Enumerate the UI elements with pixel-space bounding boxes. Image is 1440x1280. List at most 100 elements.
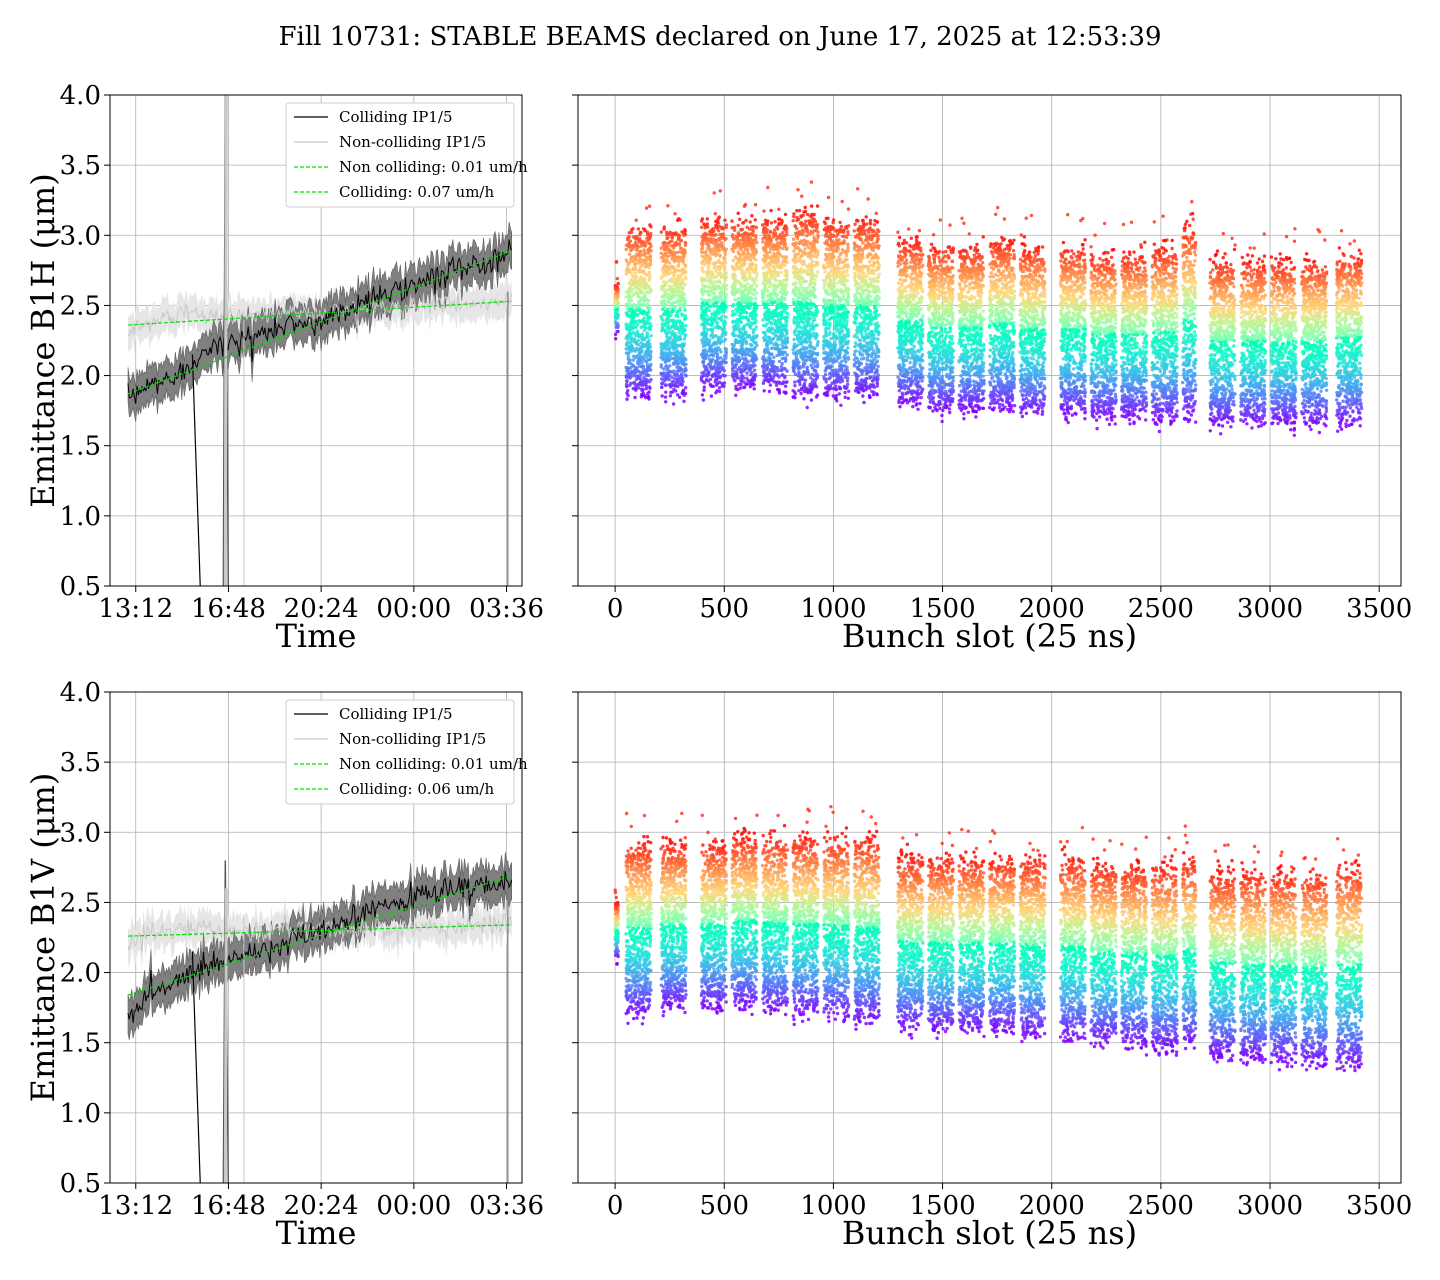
scatter-point (640, 279, 644, 283)
scatter-point (769, 378, 774, 382)
scatter-point (829, 240, 834, 244)
scatter-point (772, 228, 777, 232)
scatter-point (767, 326, 771, 330)
scatter-point (639, 281, 643, 286)
scatter-point (647, 397, 651, 401)
scatter-point (812, 248, 817, 252)
scatter-point (761, 240, 765, 244)
scatter-point (716, 326, 721, 330)
scatter-point (769, 341, 773, 345)
scatter-point (629, 381, 633, 385)
scatter-point (740, 238, 744, 242)
scatter-point (630, 309, 634, 313)
scatter-point (829, 311, 833, 315)
scatter-point (779, 364, 784, 369)
scatter-point (717, 370, 721, 375)
x-axis-label: Time (276, 617, 357, 655)
scatter-point (844, 323, 848, 328)
scatter-point (678, 246, 683, 250)
scatter-point (671, 332, 675, 336)
scatter-point (774, 347, 778, 351)
scatter-point (665, 354, 669, 358)
scatter-point (811, 244, 815, 248)
y-tick-label: 1.5 (60, 432, 101, 462)
scatter-point (745, 277, 749, 282)
scatter-point (627, 270, 631, 274)
scatter-point (812, 303, 817, 308)
scatter-point (683, 373, 688, 377)
scatter-point (834, 234, 838, 239)
scatter-point (792, 214, 796, 219)
scatter-point (673, 359, 677, 363)
x-tick-label: 00:00 (376, 594, 451, 624)
scatter-point (809, 363, 813, 367)
scatter-point (762, 369, 766, 374)
scatter-point (625, 305, 630, 310)
scatter-point (750, 343, 754, 348)
scatter-point (641, 344, 646, 349)
scatter-point (642, 309, 646, 314)
scatter-point (736, 211, 740, 215)
scatter-point (663, 383, 668, 387)
scatter-point (803, 226, 807, 230)
scatter-point (840, 304, 844, 308)
scatter-point (678, 239, 683, 243)
scatter-point (784, 292, 788, 296)
scatter-point (673, 277, 678, 281)
bunch-train (760, 185, 790, 395)
scatter-point (700, 266, 704, 270)
scatter-point (666, 372, 670, 376)
scatter-point (624, 290, 628, 294)
scatter-point (803, 372, 807, 376)
scatter-point (797, 324, 801, 329)
scatter-point (638, 334, 642, 339)
scatter-point (846, 230, 850, 234)
scatter-point (771, 284, 776, 288)
scatter-point (639, 370, 643, 375)
scatter-point (645, 264, 649, 268)
scatter-point (682, 370, 686, 374)
scatter-point (649, 334, 653, 338)
scatter-point (648, 276, 652, 280)
scatter-point (810, 325, 814, 329)
scatter-point (704, 234, 708, 239)
scatter-point (749, 284, 753, 288)
scatter-point (783, 273, 787, 278)
scatter-point (838, 257, 842, 261)
scatter-point (680, 391, 684, 396)
scatter-point (721, 308, 725, 312)
scatter-point (753, 346, 757, 350)
scatter-point (822, 344, 826, 348)
scatter-point (713, 348, 717, 352)
scatter-point (702, 325, 707, 330)
scatter-point (764, 249, 768, 254)
scatter-point (719, 236, 723, 240)
scatter-point (713, 280, 717, 284)
scatter-point (833, 340, 837, 344)
figure-title: Fill 10731: STABLE BEAMS declared on Jun… (278, 22, 1161, 52)
scatter-point (701, 283, 705, 287)
scatter-point (825, 303, 830, 307)
scatter-point (805, 368, 810, 373)
scatter-point (831, 336, 836, 340)
scatter-point (616, 290, 620, 294)
scatter-point (743, 331, 748, 336)
scatter-point (709, 394, 714, 398)
scatter-point (660, 329, 664, 333)
scatter-point (660, 325, 665, 329)
scatter-point (809, 310, 813, 315)
scatter-point (639, 344, 643, 349)
scatter-point (755, 271, 759, 275)
scatter-point (660, 284, 664, 289)
scatter-point (782, 356, 787, 360)
scatter-point (755, 291, 759, 295)
scatter-point (705, 320, 709, 324)
scatter-point (681, 361, 685, 365)
scatter-point (803, 324, 807, 328)
scatter-point (634, 303, 638, 308)
scatter-point (838, 220, 842, 225)
scatter-point (723, 331, 727, 335)
scatter-point (672, 252, 677, 256)
scatter-point (834, 335, 839, 340)
scatter-point (809, 257, 813, 261)
